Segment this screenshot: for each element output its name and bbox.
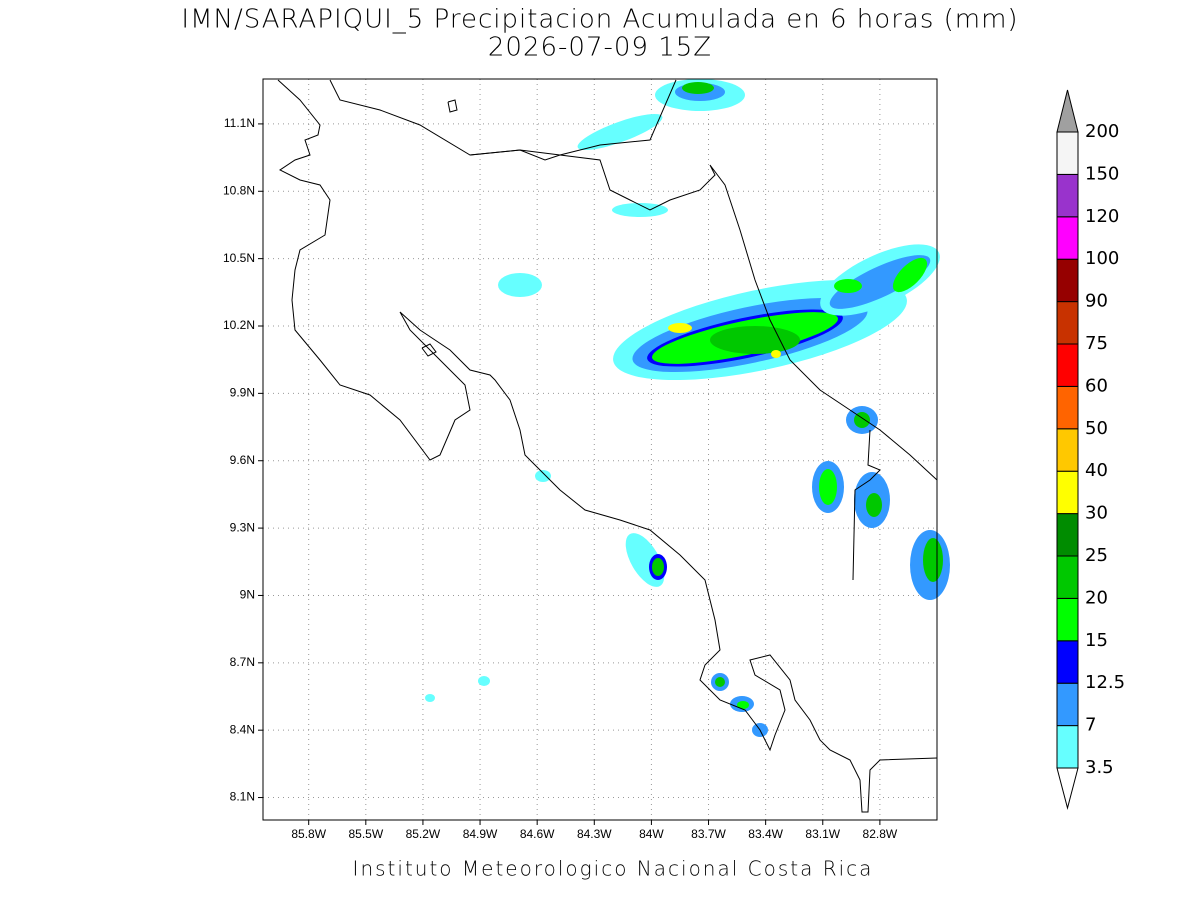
colorbar-label: 12.5 <box>1085 672 1125 693</box>
x-tick-label: 83.4W <box>748 827 783 841</box>
x-tick-label: 82.8W <box>863 827 898 841</box>
colorbar-box <box>1056 258 1079 303</box>
precip-area <box>668 323 692 333</box>
y-tick-label: 9N <box>240 588 255 602</box>
y-tick-label: 8.7N <box>230 655 255 669</box>
nicaragua-border <box>469 79 677 161</box>
y-tick-label: 8.1N <box>230 790 255 804</box>
colorbar-box <box>1056 470 1079 515</box>
map-frame <box>262 78 938 821</box>
colorbar-box <box>1056 343 1079 387</box>
colorbar-box <box>1056 301 1079 345</box>
colorbar-box <box>1056 640 1079 684</box>
colorbar-box <box>1056 428 1079 472</box>
x-tick-label: 83.7W <box>691 827 726 841</box>
colorbar-label: 90 <box>1085 291 1108 312</box>
precip-area <box>834 279 862 293</box>
colorbar-label: 150 <box>1085 163 1119 184</box>
colorbar-box <box>1056 173 1079 218</box>
y-tick-label: 8.4N <box>230 722 255 736</box>
colorbar-box <box>1056 597 1079 642</box>
precip-area <box>892 257 928 293</box>
y-tick-label: 9.9N <box>230 386 255 400</box>
precip-area <box>682 82 714 94</box>
colorbar-label: 120 <box>1085 206 1119 227</box>
precip-area <box>715 677 725 687</box>
x-tick-label: 84.3W <box>577 827 612 841</box>
colorbar-label: 100 <box>1085 248 1119 269</box>
x-tick-label: 84W <box>639 827 664 841</box>
precip-area <box>866 493 882 517</box>
y-tick-label: 10.5N <box>223 251 255 265</box>
colorbar-label: 60 <box>1085 375 1108 396</box>
precip-area <box>478 676 490 686</box>
colorbar-label: 200 <box>1085 121 1119 142</box>
y-tick-label: 10.2N <box>223 318 255 332</box>
y-tick-label: 9.6N <box>230 453 255 467</box>
colorbar-box <box>1056 385 1079 430</box>
colorbar-label: 75 <box>1085 333 1108 354</box>
precip-area <box>535 470 551 482</box>
colorbar-box <box>1056 131 1079 175</box>
colorbar-label: 30 <box>1085 503 1108 524</box>
title: IMN/SARAPIQUI_5 Precipitacion Acumulada … <box>181 5 1018 35</box>
precip-area <box>923 538 943 582</box>
pacific-coast <box>277 79 938 813</box>
colorbar-box <box>1056 682 1079 727</box>
colorbar-label: 15 <box>1085 630 1108 651</box>
panama-border <box>852 429 881 581</box>
precip-area <box>771 350 781 358</box>
precip-area <box>577 113 663 151</box>
x-tick-label: 84.9W <box>463 827 498 841</box>
subtitle: 2026-07-09 15Z <box>488 33 712 63</box>
precip-area <box>819 469 837 505</box>
colorbar: 3.5 7 12.5 15 20 25 30 40 50 60 75 90 100 120 150 200 <box>1056 89 1125 810</box>
colorbar-under <box>1056 767 1079 810</box>
precip-area <box>710 326 800 354</box>
y-tick-label: 10.8N <box>223 183 255 197</box>
colorbar-label: 40 <box>1085 460 1108 481</box>
x-tick-label: 85.5W <box>348 827 383 841</box>
precip-area <box>498 273 542 297</box>
colorbar-box <box>1056 555 1079 599</box>
precip-area <box>612 203 668 217</box>
x-tick-label: 83.1W <box>805 827 840 841</box>
colorbar-label: 25 <box>1085 545 1108 566</box>
y-tick-label: 11.1N <box>224 116 255 130</box>
colorbar-over <box>1056 89 1079 133</box>
colorbar-label: 3.5 <box>1085 757 1114 778</box>
grid <box>263 79 937 820</box>
colorbar-box <box>1056 725 1079 769</box>
colorbar-label: 50 <box>1085 418 1108 439</box>
lake-island <box>447 99 458 113</box>
precip-area <box>652 558 664 576</box>
axes: 85.8W 85.5W 85.2W 84.9W 84.6W 84.3W 84W 83.7W 83… <box>223 116 898 841</box>
x-tick-label: 84.6W <box>520 827 555 841</box>
gulf-island <box>421 343 437 357</box>
colorbar-box <box>1056 216 1079 260</box>
footer: Instituto Meteorologico Nacional Costa R… <box>353 857 874 881</box>
precip-area <box>854 412 870 428</box>
colorbar-box <box>1056 513 1079 557</box>
colorbar-label: 20 <box>1085 587 1108 608</box>
x-tick-label: 85.8W <box>291 827 326 841</box>
precipitation <box>425 79 950 737</box>
coastlines <box>277 79 938 813</box>
colorbar-label: 7 <box>1085 715 1096 736</box>
precip-area <box>425 694 435 702</box>
precip-area <box>737 701 749 709</box>
y-tick-label: 9.3N <box>230 520 255 534</box>
x-tick-label: 85.2W <box>406 827 441 841</box>
